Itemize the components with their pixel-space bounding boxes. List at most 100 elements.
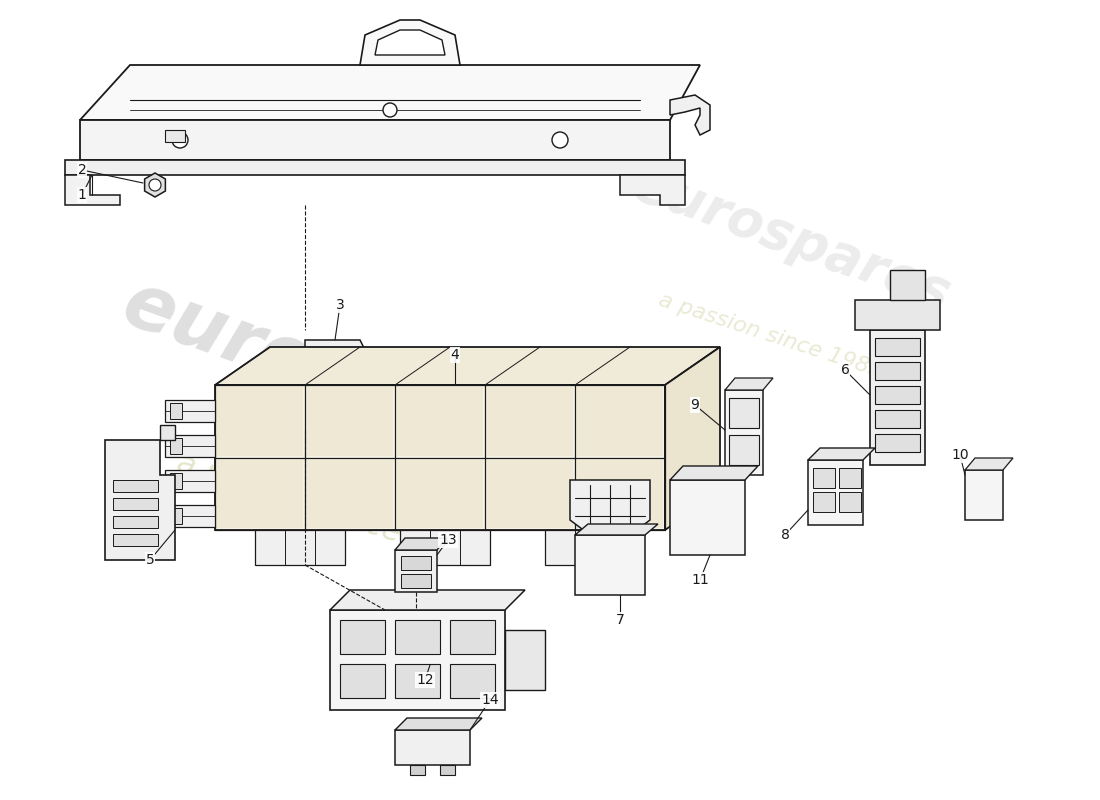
Bar bbox=[402, 574, 431, 588]
Bar bbox=[874, 386, 920, 404]
Bar bbox=[813, 492, 835, 512]
Bar bbox=[839, 468, 861, 488]
Polygon shape bbox=[65, 175, 120, 205]
Text: 12: 12 bbox=[416, 673, 433, 687]
Circle shape bbox=[552, 132, 568, 148]
Bar bbox=[307, 459, 393, 528]
Text: 13: 13 bbox=[439, 533, 456, 547]
Bar bbox=[402, 556, 431, 570]
Polygon shape bbox=[214, 385, 666, 530]
Bar bbox=[874, 434, 920, 452]
Polygon shape bbox=[214, 347, 720, 385]
Polygon shape bbox=[305, 340, 365, 400]
Polygon shape bbox=[330, 590, 525, 610]
Text: 11: 11 bbox=[691, 573, 708, 587]
Polygon shape bbox=[666, 347, 720, 530]
Polygon shape bbox=[144, 173, 165, 197]
Polygon shape bbox=[855, 300, 940, 330]
Bar bbox=[395, 620, 440, 654]
Bar bbox=[578, 459, 663, 528]
Bar bbox=[729, 398, 759, 428]
Polygon shape bbox=[165, 470, 214, 492]
Bar bbox=[307, 387, 393, 455]
Bar bbox=[113, 498, 158, 510]
Polygon shape bbox=[505, 630, 544, 690]
Polygon shape bbox=[165, 505, 214, 527]
Polygon shape bbox=[400, 530, 490, 565]
Bar bbox=[217, 459, 302, 528]
Circle shape bbox=[148, 179, 161, 191]
Polygon shape bbox=[330, 610, 505, 710]
Polygon shape bbox=[670, 466, 758, 480]
Polygon shape bbox=[575, 535, 645, 595]
Bar bbox=[397, 459, 483, 528]
Bar bbox=[450, 620, 495, 654]
Bar bbox=[217, 387, 302, 455]
Polygon shape bbox=[670, 480, 745, 555]
Text: 10: 10 bbox=[952, 448, 969, 462]
Bar bbox=[165, 130, 185, 142]
Polygon shape bbox=[320, 400, 350, 420]
Bar bbox=[578, 387, 663, 455]
Polygon shape bbox=[255, 530, 345, 565]
Polygon shape bbox=[165, 435, 214, 457]
Text: eurospares: eurospares bbox=[627, 158, 957, 322]
Text: a passion since 1985: a passion since 1985 bbox=[656, 290, 884, 382]
Bar bbox=[487, 459, 573, 528]
Text: 5: 5 bbox=[145, 553, 154, 567]
Bar bbox=[813, 468, 835, 488]
Text: 3: 3 bbox=[336, 298, 344, 312]
Polygon shape bbox=[315, 420, 330, 435]
Polygon shape bbox=[395, 538, 447, 550]
Polygon shape bbox=[395, 718, 482, 730]
Polygon shape bbox=[340, 420, 355, 435]
Bar bbox=[874, 362, 920, 380]
Polygon shape bbox=[575, 524, 658, 535]
Polygon shape bbox=[65, 160, 685, 175]
Polygon shape bbox=[104, 440, 175, 560]
Polygon shape bbox=[965, 458, 1013, 470]
Text: 4: 4 bbox=[451, 348, 460, 362]
Bar bbox=[410, 765, 425, 775]
Bar bbox=[874, 338, 920, 356]
Text: 9: 9 bbox=[691, 398, 700, 412]
Bar bbox=[170, 473, 182, 489]
Bar bbox=[113, 534, 158, 546]
Polygon shape bbox=[965, 470, 1003, 520]
Text: eurospares: eurospares bbox=[112, 266, 592, 502]
Polygon shape bbox=[725, 390, 763, 475]
Polygon shape bbox=[80, 120, 670, 160]
Circle shape bbox=[172, 132, 188, 148]
Bar bbox=[395, 664, 440, 698]
Text: a passion since 1985: a passion since 1985 bbox=[173, 449, 487, 575]
Bar bbox=[340, 620, 385, 654]
Bar bbox=[170, 403, 182, 419]
Polygon shape bbox=[808, 448, 874, 460]
Text: 8: 8 bbox=[781, 528, 790, 542]
Polygon shape bbox=[165, 400, 214, 422]
Polygon shape bbox=[890, 270, 925, 300]
Text: 2: 2 bbox=[78, 163, 87, 177]
Text: 7: 7 bbox=[616, 613, 625, 627]
Bar bbox=[874, 410, 920, 428]
Polygon shape bbox=[395, 550, 437, 592]
Bar bbox=[113, 480, 158, 492]
Polygon shape bbox=[808, 460, 864, 525]
Polygon shape bbox=[314, 348, 358, 385]
Circle shape bbox=[383, 103, 397, 117]
Bar bbox=[440, 765, 455, 775]
Bar bbox=[397, 387, 483, 455]
Bar bbox=[450, 664, 495, 698]
Bar bbox=[340, 664, 385, 698]
Polygon shape bbox=[670, 95, 710, 135]
Polygon shape bbox=[160, 425, 175, 440]
Polygon shape bbox=[375, 30, 446, 55]
Polygon shape bbox=[544, 530, 635, 565]
Text: 14: 14 bbox=[481, 693, 498, 707]
Bar bbox=[487, 387, 573, 455]
Polygon shape bbox=[725, 378, 773, 390]
Polygon shape bbox=[620, 175, 685, 205]
Text: 1: 1 bbox=[78, 188, 87, 202]
Polygon shape bbox=[395, 730, 470, 765]
Polygon shape bbox=[870, 330, 925, 465]
